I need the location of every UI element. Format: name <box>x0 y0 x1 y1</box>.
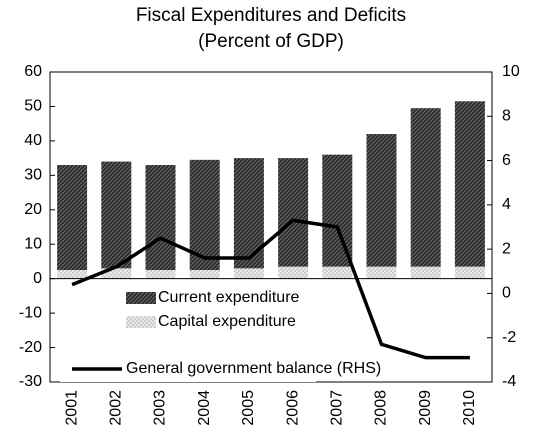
y-tick-label: -30 <box>19 373 42 390</box>
bar <box>454 101 485 267</box>
bar <box>145 270 176 279</box>
bar <box>278 158 309 267</box>
bar <box>366 266 397 279</box>
bar <box>322 154 353 267</box>
y-tick-label: 10 <box>24 235 42 252</box>
y2-tick-label: -2 <box>502 329 516 346</box>
bar <box>454 266 485 279</box>
y-tick-label: 30 <box>24 167 42 184</box>
legend-swatch <box>126 292 156 304</box>
bar <box>410 108 441 267</box>
bar <box>57 270 88 279</box>
chart-title: Fiscal Expenditures and Deficits <box>136 5 406 26</box>
bar <box>189 270 220 279</box>
x-tick-label: 2007 <box>329 390 346 426</box>
y2-tick-label: 4 <box>502 196 511 213</box>
y-tick-label: 40 <box>24 132 42 149</box>
bar <box>57 165 88 271</box>
bar <box>233 158 264 269</box>
bar <box>410 266 441 279</box>
y2-tick-label: 10 <box>502 63 520 80</box>
x-tick-label: 2003 <box>152 390 169 426</box>
y-tick-label: -10 <box>19 304 42 321</box>
x-tick-label: 2010 <box>461 390 478 426</box>
legend-swatch <box>126 316 156 328</box>
bar <box>101 268 132 279</box>
x-tick-label: 2006 <box>284 390 301 426</box>
y-tick-label: 60 <box>24 63 42 80</box>
bar <box>278 266 309 279</box>
y-tick-label: 20 <box>24 201 42 218</box>
y2-tick-label: 8 <box>502 108 511 125</box>
x-tick-label: 2005 <box>240 390 257 426</box>
legend-label: General government balance (RHS) <box>126 360 381 377</box>
bar <box>366 134 397 267</box>
bar <box>233 268 264 279</box>
legend-label: Capital expenditure <box>158 313 296 330</box>
y2-tick-label: 2 <box>502 240 511 257</box>
x-tick-label: 2009 <box>417 390 434 426</box>
y2-tick-label: -4 <box>502 373 516 390</box>
x-tick-label: 2008 <box>373 390 390 426</box>
x-tick-label: 2004 <box>196 390 213 426</box>
y2-tick-label: 6 <box>502 152 511 169</box>
bar <box>101 161 132 269</box>
y-tick-label: -20 <box>19 339 42 356</box>
chart-subtitle: (Percent of GDP) <box>198 31 344 52</box>
line <box>71 218 470 360</box>
y2-tick-label: 0 <box>502 285 511 302</box>
x-tick-label: 2002 <box>108 390 125 426</box>
y-tick-label: 0 <box>33 270 42 287</box>
x-tick-label: 2001 <box>63 390 80 426</box>
bar <box>145 165 176 271</box>
y-tick-label: 50 <box>24 98 42 115</box>
bar <box>322 266 353 279</box>
legend-label: Current expenditure <box>158 289 300 306</box>
